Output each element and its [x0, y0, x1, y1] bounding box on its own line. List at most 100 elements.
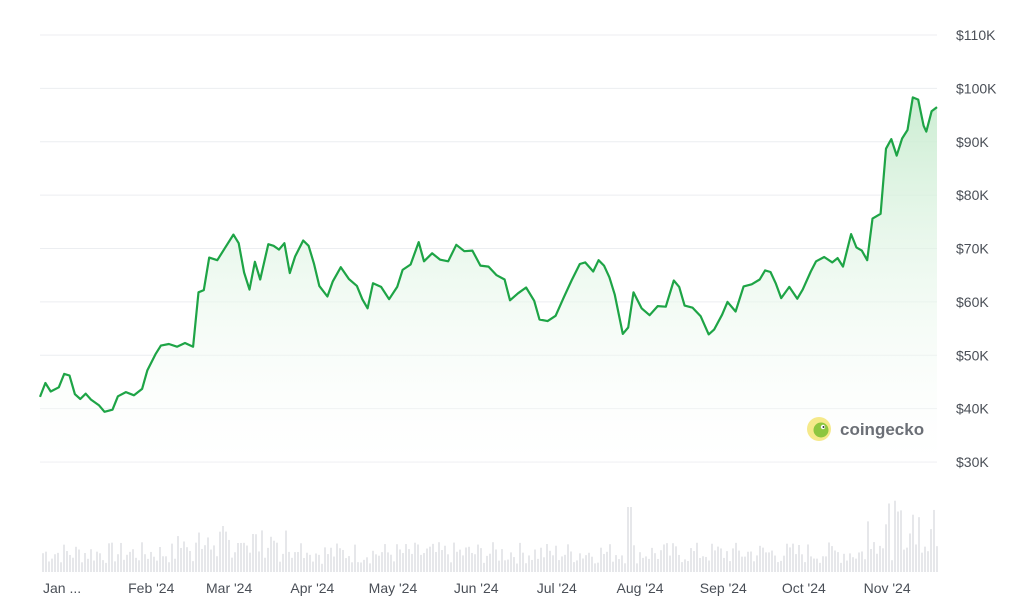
- volume-bar: [528, 555, 530, 572]
- volume-bar: [810, 556, 812, 572]
- volume-bar: [105, 562, 107, 572]
- volume-bar: [312, 561, 314, 572]
- volume-bar: [99, 553, 101, 572]
- volume-bar: [489, 553, 491, 572]
- volume-bar: [459, 549, 461, 572]
- volume-bar: [711, 543, 713, 572]
- volume-bar: [642, 557, 644, 572]
- watermark-text: coingecko: [840, 420, 924, 439]
- volume-bar: [840, 562, 842, 572]
- x-axis: Jan ... Feb '24 Mar '24 Apr '24 May '24 Jun '…: [43, 580, 911, 596]
- volume-bar: [474, 554, 476, 572]
- volume-bar: [126, 554, 128, 572]
- volume-bar: [324, 547, 326, 572]
- volume-bar: [873, 542, 875, 572]
- volume-bar: [678, 554, 680, 572]
- volume-bar: [756, 555, 758, 572]
- volume-bar: [186, 547, 188, 572]
- volume-bar: [732, 548, 734, 572]
- volume-bar: [507, 559, 509, 572]
- x-tick-label: Apr '24: [290, 580, 334, 596]
- volume-bar: [423, 553, 425, 572]
- gecko-head-icon: [813, 422, 829, 438]
- volume-bar: [189, 550, 191, 572]
- volume-bar: [336, 543, 338, 572]
- volume-bar: [129, 551, 131, 572]
- volume-bar: [786, 543, 788, 572]
- volume-bar: [468, 546, 470, 572]
- volume-bar: [426, 548, 428, 572]
- volume-bar: [303, 558, 305, 572]
- volume-bar: [831, 546, 833, 572]
- volume-bar: [798, 544, 800, 572]
- y-tick-label: $110K: [956, 27, 996, 43]
- volume-bar: [714, 550, 716, 572]
- volume-bar: [525, 563, 527, 572]
- volume-bar: [369, 563, 371, 572]
- volume-bar: [495, 549, 497, 572]
- volume-bar: [846, 560, 848, 572]
- volume-bar: [102, 560, 104, 572]
- volume-bar: [696, 542, 698, 572]
- volume-bar: [648, 558, 650, 572]
- volume-bar: [330, 547, 332, 572]
- volume-bar: [195, 542, 197, 572]
- volume-bar: [546, 544, 548, 572]
- volume-bar: [900, 510, 902, 572]
- volume-bar: [834, 550, 836, 572]
- volume-bar: [768, 552, 770, 572]
- volume-bar: [666, 543, 668, 572]
- volume-bar: [432, 543, 434, 572]
- volume-bar: [450, 562, 452, 572]
- volume-bar: [657, 558, 659, 572]
- volume-bar: [246, 545, 248, 572]
- volume-bar: [762, 547, 764, 572]
- x-tick-label: Oct '24: [782, 580, 826, 596]
- volume-bar: [621, 555, 623, 572]
- volume-bar: [903, 549, 905, 572]
- volume-bar: [855, 558, 857, 572]
- volume-bar: [927, 551, 929, 572]
- volume-bar: [624, 563, 626, 572]
- volume-bar: [138, 560, 140, 572]
- volume-bar: [822, 556, 824, 572]
- volume-bar: [603, 553, 605, 572]
- volume-bar: [219, 531, 221, 572]
- volume-bar: [753, 561, 755, 572]
- volume-bar: [351, 562, 353, 572]
- volume-bar: [825, 556, 827, 572]
- volume-bar: [870, 549, 872, 572]
- y-axis: $30K $40K $50K $60K $70K $80K $90K $100K $110K: [956, 27, 997, 470]
- volume-bar: [201, 548, 203, 572]
- volume-bar: [537, 558, 539, 572]
- volume-bar: [237, 542, 239, 572]
- volume-bar: [783, 555, 785, 572]
- volume-bar: [279, 561, 281, 572]
- volume-bar: [321, 563, 323, 572]
- volume-bar: [456, 551, 458, 572]
- volume-bar: [510, 552, 512, 572]
- volume-bar: [729, 561, 731, 572]
- volume-bar: [738, 550, 740, 572]
- volume-bar: [519, 542, 521, 572]
- volume-bar: [888, 503, 890, 572]
- volume-bar: [270, 536, 272, 572]
- volume-bar: [615, 555, 617, 572]
- volume-bar: [759, 545, 761, 572]
- volume-bar: [108, 543, 110, 572]
- volume-bar: [501, 549, 503, 572]
- volume-bar: [705, 556, 707, 572]
- volume-bar: [558, 560, 560, 572]
- volume-bar: [438, 542, 440, 572]
- volume-bar: [918, 517, 920, 572]
- volume-bar: [120, 542, 122, 572]
- volume-bar: [282, 553, 284, 572]
- volume-bar: [309, 554, 311, 572]
- volume-bar: [471, 552, 473, 572]
- volume-bar: [447, 554, 449, 572]
- volume-bar: [165, 556, 167, 572]
- volume-bar: [612, 561, 614, 572]
- volume-bar: [741, 556, 743, 572]
- volume-bar: [867, 521, 869, 572]
- volume-bar: [672, 543, 674, 572]
